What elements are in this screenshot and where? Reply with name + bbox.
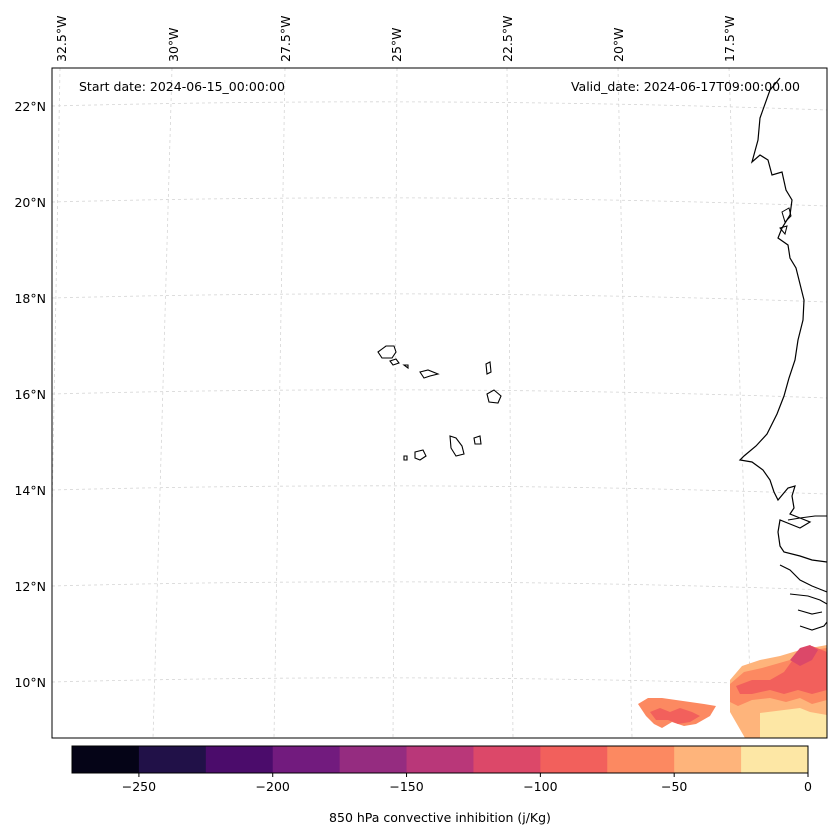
lon-tick-label: 22.5°W — [500, 16, 515, 62]
island-maio — [473, 435, 482, 445]
map-area — [52, 68, 827, 738]
island-santa-luzia — [402, 364, 409, 370]
cin-contour-offshore-b — [650, 708, 700, 724]
lon-tick-label: 20°W — [611, 27, 626, 62]
coastal-island — [779, 207, 792, 236]
lon-tick-label: 32.5°W — [54, 16, 69, 62]
lat-tick-label: 20°N — [14, 195, 46, 210]
africa-coastline — [738, 77, 827, 563]
cin-contour-minus-100 — [790, 645, 818, 666]
longitude-gridlines — [52, 68, 753, 738]
lon-tick-label: 30°W — [166, 27, 181, 62]
lon-tick-label: 25°W — [389, 27, 404, 62]
longitude-tick-labels: 32.5°W 30°W 27.5°W 25°W 22.5°W 20°W 17.5… — [54, 16, 737, 62]
latitude-tick-labels: 22°N 20°N 18°N 16°N 14°N 12°N 10°N — [14, 99, 46, 690]
colorbar-tick-label: −150 — [389, 779, 423, 794]
lat-tick-label: 18°N — [14, 291, 46, 306]
island-santo-antao — [377, 345, 397, 359]
africa-coast-south — [779, 564, 827, 631]
lat-tick-label: 14°N — [14, 483, 46, 498]
island-boa-vista — [486, 389, 502, 404]
colorbar-frame — [71, 745, 809, 774]
colorbar-swatch — [540, 746, 608, 773]
colorbar-tick-label: −100 — [523, 779, 557, 794]
colorbar-title: 850 hPa convective inhibition (j/Kg) — [329, 810, 551, 825]
island-sao-vicente — [389, 358, 400, 366]
colorbar-swatch — [205, 746, 274, 773]
map-frame — [51, 67, 828, 739]
lat-tick-label: 12°N — [14, 579, 46, 594]
colorbar-swatches — [72, 746, 809, 773]
island-fogo — [414, 449, 427, 461]
island-santiago — [449, 435, 465, 457]
island-sal — [485, 361, 492, 375]
colorbar-tick-label: −250 — [122, 779, 156, 794]
valid-date-label: Valid_date: 2024-06-17T09:00:00.00 — [571, 79, 800, 94]
lat-tick-label: 16°N — [14, 387, 46, 402]
colorbar-swatch — [607, 746, 675, 773]
africa-estuary — [787, 515, 827, 521]
colorbar-swatch — [473, 746, 541, 773]
cin-contours — [638, 645, 827, 738]
start-date-label: Start date: 2024-06-15_00:00:00 — [79, 79, 285, 94]
island-brava — [403, 455, 408, 461]
cin-land-gap — [760, 708, 827, 738]
colorbar-swatch — [406, 746, 474, 773]
lon-tick-label: 27.5°W — [278, 16, 293, 62]
latitude-gridlines — [52, 101, 827, 687]
lat-tick-label: 10°N — [14, 675, 46, 690]
colorbar-tick-label: −50 — [661, 779, 687, 794]
colorbar-swatch — [72, 746, 140, 773]
colorbar-ticks: −250 −200 −150 −100 −50 0 — [122, 773, 812, 794]
colorbar-swatch — [741, 746, 809, 773]
colorbar-swatch — [272, 746, 341, 773]
colorbar-tick-label: 0 — [804, 779, 812, 794]
lon-tick-label: 17.5°W — [722, 16, 737, 62]
cape-verde-islands — [377, 345, 502, 461]
island-sao-nicolau — [419, 369, 440, 379]
colorbar-swatch — [339, 746, 408, 773]
lat-tick-label: 22°N — [14, 99, 46, 114]
colorbar: −250 −200 −150 −100 −50 0 850 hPa convective … — [71, 745, 812, 825]
colorbar-tick-label: −200 — [256, 779, 290, 794]
colorbar-swatch — [674, 746, 742, 773]
colorbar-swatch — [138, 746, 207, 773]
